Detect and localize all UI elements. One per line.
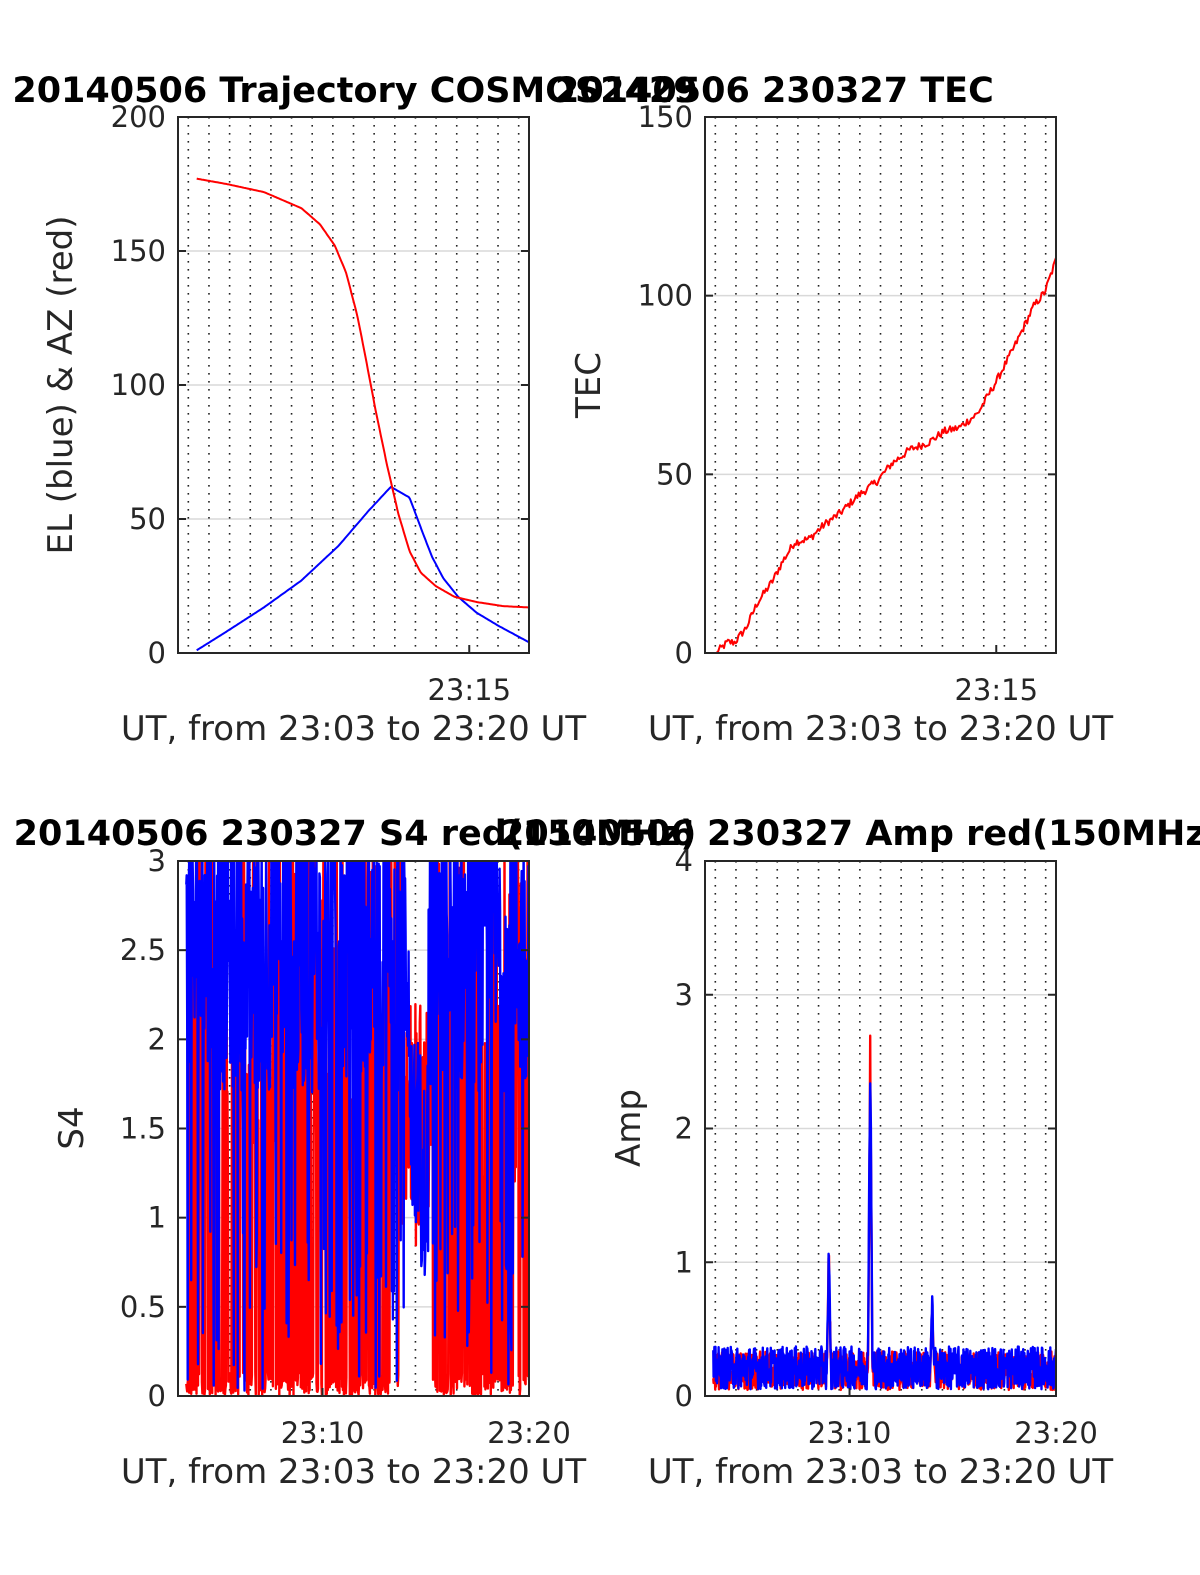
series-red-line (196, 177, 529, 609)
y-tick-label: 2.5 (120, 933, 166, 967)
y-tick-label: 1 (148, 1201, 166, 1235)
x-axis-label: UT, from 23:03 to 23:20 UT (648, 1452, 1114, 1492)
series-blue-line (712, 1082, 1056, 1391)
x-axis-label: UT, from 23:03 to 23:20 UT (121, 709, 587, 749)
y-tick-label: 0 (675, 1379, 693, 1413)
y-tick-label: 2 (148, 1022, 166, 1056)
series-group (196, 177, 529, 652)
series-blue-line (185, 861, 529, 1392)
x-axis-label: UT, from 23:03 to 23:20 UT (121, 1452, 587, 1492)
series-red-line (715, 257, 1056, 653)
y-axis-label: Amp (609, 1089, 649, 1167)
y-tick-label: 1.5 (120, 1112, 166, 1146)
y-tick-label: 150 (111, 234, 166, 268)
chart-title: 20140506 230327 TEC (555, 71, 994, 111)
y-tick-label: 4 (675, 844, 693, 878)
x-axis-label: UT, from 23:03 to 23:20 UT (648, 709, 1114, 749)
x-tick-label: 23:20 (1014, 1416, 1098, 1450)
y-tick-label: 0 (148, 1379, 166, 1413)
series-group (712, 1034, 1056, 1392)
y-tick-label: 1 (675, 1245, 693, 1279)
y-tick-label: 150 (638, 100, 693, 134)
y-tick-label: 100 (111, 368, 166, 402)
chart-title: 20140506 230327 S4 red(150MHz) (14, 814, 697, 854)
y-tick-label: 2 (675, 1112, 693, 1146)
y-axis-label: EL (blue) & AZ (red) (41, 215, 81, 554)
y-tick-label: 3 (675, 978, 693, 1012)
x-tick-label: 23:10 (281, 1416, 365, 1450)
y-axis-label: TEC (569, 352, 609, 419)
y-tick-label: 0 (148, 636, 166, 670)
series-blue-line (196, 485, 529, 652)
x-tick-label: 23:20 (487, 1416, 571, 1450)
chart-title: 20140506 230327 Amp red(150MHz) (500, 814, 1200, 854)
y-tick-label: 3 (148, 844, 166, 878)
chart-title: 20140506 Trajectory COSMOS2429 (12, 71, 697, 111)
series-group (715, 257, 1056, 653)
y-axis-label: S4 (52, 1106, 92, 1149)
x-tick-label: 23:15 (954, 673, 1038, 707)
y-tick-label: 100 (638, 279, 693, 313)
series-group (185, 861, 529, 1396)
x-tick-label: 23:10 (808, 1416, 892, 1450)
x-tick-label: 23:15 (427, 673, 511, 707)
y-tick-label: 50 (656, 457, 693, 491)
y-tick-label: 50 (129, 502, 166, 536)
y-tick-label: 200 (111, 100, 166, 134)
y-tick-label: 0 (675, 636, 693, 670)
axes-box (704, 116, 1057, 654)
y-tick-label: 0.5 (120, 1290, 166, 1324)
